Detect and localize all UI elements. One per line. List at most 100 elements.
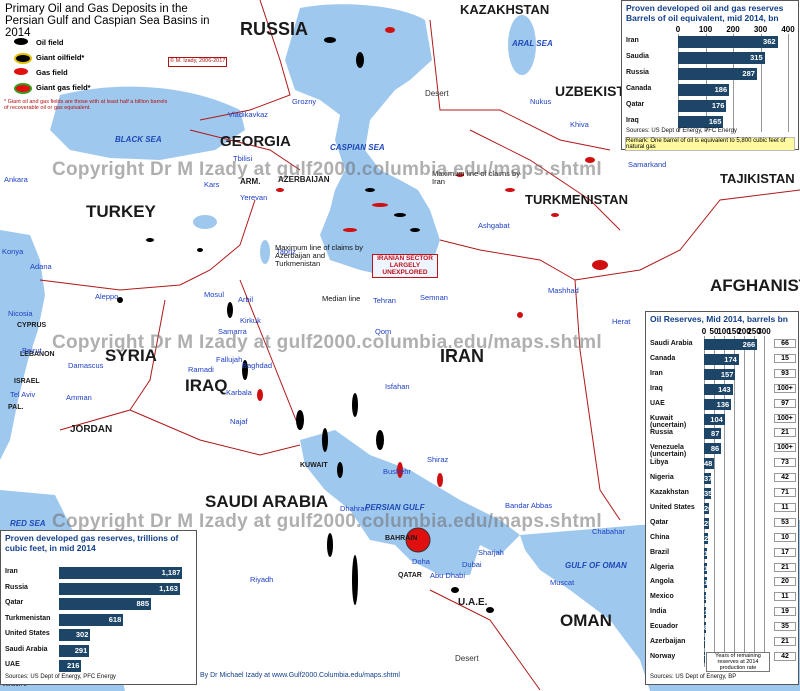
bar	[704, 443, 722, 455]
country-label: PAL.	[8, 404, 24, 411]
border	[429, 589, 541, 691]
legend-icon	[14, 38, 28, 45]
remaining-years: 97	[774, 398, 796, 408]
city-label: Khiva	[570, 120, 589, 129]
city-label: Baghdad	[242, 361, 273, 370]
value-label: 10	[704, 593, 713, 603]
bar	[678, 52, 765, 64]
city-label: Najaf	[230, 417, 248, 426]
category-label: Norway	[650, 652, 676, 660]
field	[585, 157, 595, 163]
bar	[704, 651, 706, 663]
sea-label: RED SEA	[10, 519, 46, 528]
watermark: Copyright Dr M Izady at gulf2000.columbi…	[52, 159, 602, 180]
value-label: 315	[750, 53, 763, 62]
x-tick-label: 400	[781, 25, 795, 34]
field	[376, 430, 384, 450]
remaining-years: 100+	[774, 413, 796, 423]
legend-item: Giant gas field*	[36, 83, 91, 92]
tick-line	[760, 34, 762, 132]
category-label: Kazakhstan	[650, 489, 689, 496]
field	[352, 555, 358, 605]
border	[129, 409, 301, 456]
bar	[704, 532, 708, 544]
city-label: Samarkand	[628, 160, 667, 169]
field	[327, 533, 333, 557]
value-label: 618	[108, 614, 122, 624]
bar	[59, 598, 152, 610]
bar	[678, 36, 778, 48]
category-label: Angola	[650, 578, 674, 586]
legend-item: Gas field	[36, 68, 68, 77]
category-label: Mexico	[650, 593, 674, 601]
city-label: Vladikavkaz	[228, 110, 269, 119]
caspian	[285, 4, 440, 279]
city-label: Bandar Abbas	[505, 501, 553, 510]
bar	[704, 607, 706, 619]
field	[551, 213, 559, 217]
value-label: 14	[704, 548, 713, 558]
persian-gulf	[300, 430, 520, 575]
value-label: 104	[710, 414, 723, 424]
legend-icon	[14, 53, 32, 64]
remaining-years: 100+	[774, 383, 796, 393]
country-label: JORDAN	[70, 424, 113, 435]
category-label: United States	[650, 503, 695, 511]
value-label: 13	[704, 563, 713, 573]
country-label: IRAN	[440, 346, 484, 366]
value-label: 48	[704, 459, 713, 469]
value-label: 25	[704, 518, 713, 528]
x-tick-label: 100	[717, 327, 731, 336]
city-label: Arbil	[238, 295, 254, 304]
category-label: Iraq	[650, 384, 663, 392]
tick-line	[733, 34, 734, 132]
value-label: 287	[742, 69, 755, 78]
city-label: Semnan	[420, 293, 448, 302]
x-tick-label: 50	[709, 327, 719, 336]
category-label: UAE	[650, 399, 665, 407]
field	[227, 302, 233, 318]
remaining-years: 21	[774, 428, 796, 438]
remaining-years: 11	[774, 592, 796, 602]
tick-line	[734, 336, 735, 667]
bar	[59, 613, 124, 626]
category-label: Algeria	[650, 563, 674, 571]
category-label: Canada	[650, 354, 676, 362]
x-tick-label: 300	[757, 327, 771, 336]
category-label: Ecuador	[650, 623, 679, 631]
bar	[704, 473, 712, 485]
category-label: Azerbaijan	[650, 638, 686, 645]
border	[199, 0, 291, 121]
category-label: Brazil	[650, 548, 670, 556]
x-tick-label: 300	[753, 25, 768, 34]
city-label: Samarra	[218, 327, 247, 336]
country-label: U.A.E.	[458, 597, 488, 608]
city-label: Beirut	[22, 346, 42, 355]
value-label: 8	[704, 623, 709, 633]
value-label: 1,163	[159, 583, 178, 593]
annotation: Median line	[322, 294, 361, 303]
bar	[704, 577, 707, 589]
remaining-years: 11	[774, 502, 796, 512]
city-label: Tehran	[373, 296, 396, 305]
field	[242, 360, 248, 380]
remaining-years: 53	[774, 517, 796, 527]
city-label: Nukus	[530, 97, 552, 106]
tick-line	[704, 336, 705, 667]
bar	[59, 567, 183, 579]
country-label: CYPRUS	[17, 322, 47, 329]
country-label: RUSSIA	[240, 19, 309, 39]
value-label: 10	[704, 608, 713, 618]
chart: Oil Reserves, Mid 2014, barrels bn 0 50 100…	[645, 311, 799, 685]
x-tick-label: 250	[747, 327, 761, 336]
tick-line	[754, 336, 755, 667]
category-label: Nigeria	[650, 474, 674, 482]
remaining-years: 71	[774, 488, 796, 497]
remaining-years: 20	[774, 577, 796, 587]
remaining-years: 42	[774, 473, 796, 483]
x-tick-label: 150	[727, 327, 741, 336]
category-label: Kuwait (uncertain)	[650, 414, 687, 429]
value-label: 885	[136, 599, 150, 608]
value-label: 35	[704, 489, 713, 498]
city-label: Grozny	[292, 97, 317, 106]
